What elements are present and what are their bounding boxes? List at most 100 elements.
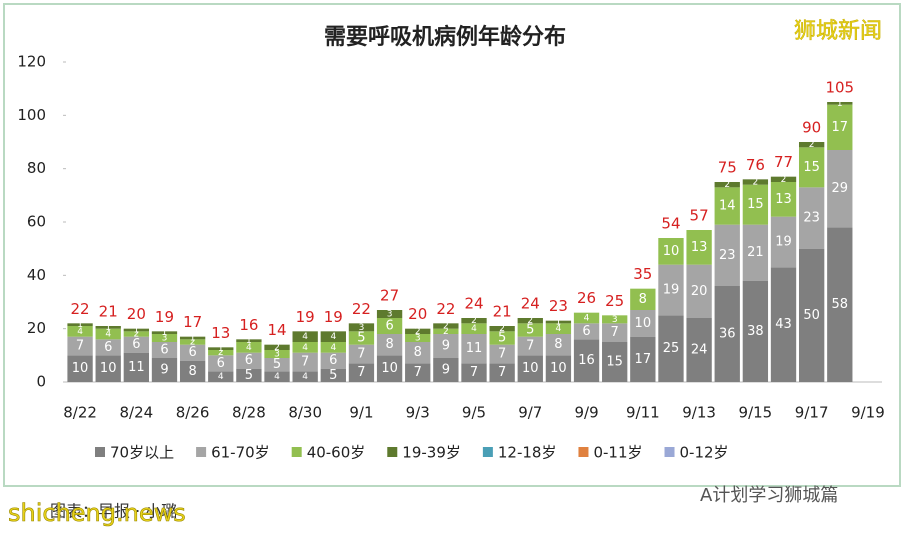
- total-label: 77: [774, 153, 793, 171]
- bar-label: 25: [663, 341, 680, 356]
- bar-segment: [292, 352, 318, 372]
- bar-segment: [67, 355, 93, 382]
- bar-segment: [433, 328, 459, 334]
- bar-label: 38: [747, 324, 764, 339]
- total-label: 16: [239, 316, 258, 334]
- bar-label: 19: [663, 283, 680, 298]
- bar-segment: [95, 328, 121, 340]
- bar-label: 2: [753, 178, 759, 188]
- bar-segment: [742, 224, 769, 281]
- bar-segment: [320, 342, 346, 353]
- bar-segment: [348, 363, 375, 382]
- bar-label: 4: [330, 343, 336, 353]
- bar-segment: [348, 331, 375, 345]
- total-label: 14: [267, 321, 286, 339]
- bar-label: 10: [550, 361, 567, 376]
- bar-segment: [292, 371, 318, 382]
- bar-segment: [545, 320, 572, 324]
- bar-segment: [658, 264, 684, 316]
- bar-segment: [236, 352, 262, 369]
- bar-segment: [827, 150, 853, 228]
- bar-label: 1: [837, 99, 843, 109]
- total-label: 26: [577, 289, 596, 307]
- bar-label: 23: [719, 248, 736, 263]
- bar-segment: [67, 336, 93, 356]
- bar-label: 8: [414, 345, 422, 360]
- bar-segment: [433, 334, 459, 358]
- bar-segment: [461, 363, 487, 382]
- bar-label: 5: [329, 368, 337, 383]
- x-tick-label: 9/11: [626, 404, 660, 422]
- bar-label: 5: [526, 323, 534, 338]
- legend-swatch: [387, 447, 398, 457]
- bar-label: 9: [442, 363, 450, 378]
- total-label: 21: [493, 303, 512, 321]
- bar-label: 11: [466, 341, 483, 356]
- total-label: 13: [211, 324, 230, 342]
- bar-label: 2: [415, 327, 421, 337]
- bar-segment: [376, 355, 403, 382]
- y-tick-label: 60: [27, 213, 46, 231]
- total-label: 22: [352, 300, 371, 318]
- bar-label: 7: [611, 325, 619, 340]
- bar-segment: [264, 358, 290, 372]
- bar-label: 7: [357, 365, 365, 380]
- legend-label: 61-70岁: [211, 444, 270, 462]
- total-label: 27: [380, 287, 399, 305]
- legend-swatch: [664, 447, 675, 457]
- legend-label: 70岁以上: [110, 444, 174, 462]
- bar-segment: [405, 342, 431, 364]
- total-label: 75: [718, 159, 737, 177]
- bar-segment: [602, 315, 628, 324]
- y-tick-label: 20: [27, 319, 46, 337]
- bar-segment: [123, 328, 150, 332]
- bar-segment: [630, 288, 656, 310]
- bar-label: 2: [809, 140, 815, 150]
- bar-label: 10: [635, 316, 652, 331]
- total-label: 19: [155, 308, 174, 326]
- bar-label: 3: [387, 310, 393, 320]
- bar-label: 29: [832, 181, 849, 196]
- bar-label: 2: [133, 330, 139, 340]
- watermark: shicheng.news: [8, 499, 186, 527]
- total-label: 90: [802, 119, 821, 137]
- legend-swatch: [95, 447, 105, 457]
- watermark: 狮城新闻: [794, 19, 882, 44]
- total-label: 19: [324, 308, 343, 326]
- bar-segment: [179, 336, 206, 340]
- bar-segment: [67, 323, 93, 326]
- bar-label: 13: [691, 240, 708, 255]
- bar-label: 17: [832, 120, 849, 135]
- total-label: 20: [127, 305, 146, 323]
- total-label: 20: [408, 305, 427, 323]
- bar-label: 1: [77, 320, 83, 330]
- bar-label: 3: [162, 334, 168, 344]
- bar-segment: [264, 344, 290, 350]
- bar-label: 7: [414, 365, 422, 380]
- bar-label: 10: [522, 361, 539, 376]
- bar-segment: [489, 331, 515, 345]
- bar-segment: [95, 326, 121, 329]
- bar-segment: [742, 184, 769, 225]
- bar-segment: [208, 347, 234, 350]
- bar-segment: [770, 182, 797, 217]
- bar-segment: [320, 331, 346, 342]
- bar-segment: [827, 227, 853, 382]
- bar-label: 17: [635, 352, 652, 367]
- bar-segment: [151, 334, 178, 342]
- bar-segment: [489, 344, 515, 364]
- bar-label: 10: [381, 361, 398, 376]
- bar-label: 13: [775, 192, 792, 207]
- bar-segment: [827, 102, 853, 105]
- bar-label: 6: [245, 353, 253, 368]
- bar-label: 1: [190, 334, 196, 344]
- bar-label: 3: [415, 334, 421, 344]
- bar-label: 9: [442, 339, 450, 354]
- bar-label: 4: [330, 332, 336, 342]
- total-label: 76: [746, 156, 765, 174]
- x-tick-label: 8/28: [232, 404, 266, 422]
- bar-segment: [517, 318, 543, 324]
- bar-label: 11: [128, 360, 145, 375]
- bar-segment: [602, 323, 628, 342]
- bar-label: 4: [302, 343, 308, 353]
